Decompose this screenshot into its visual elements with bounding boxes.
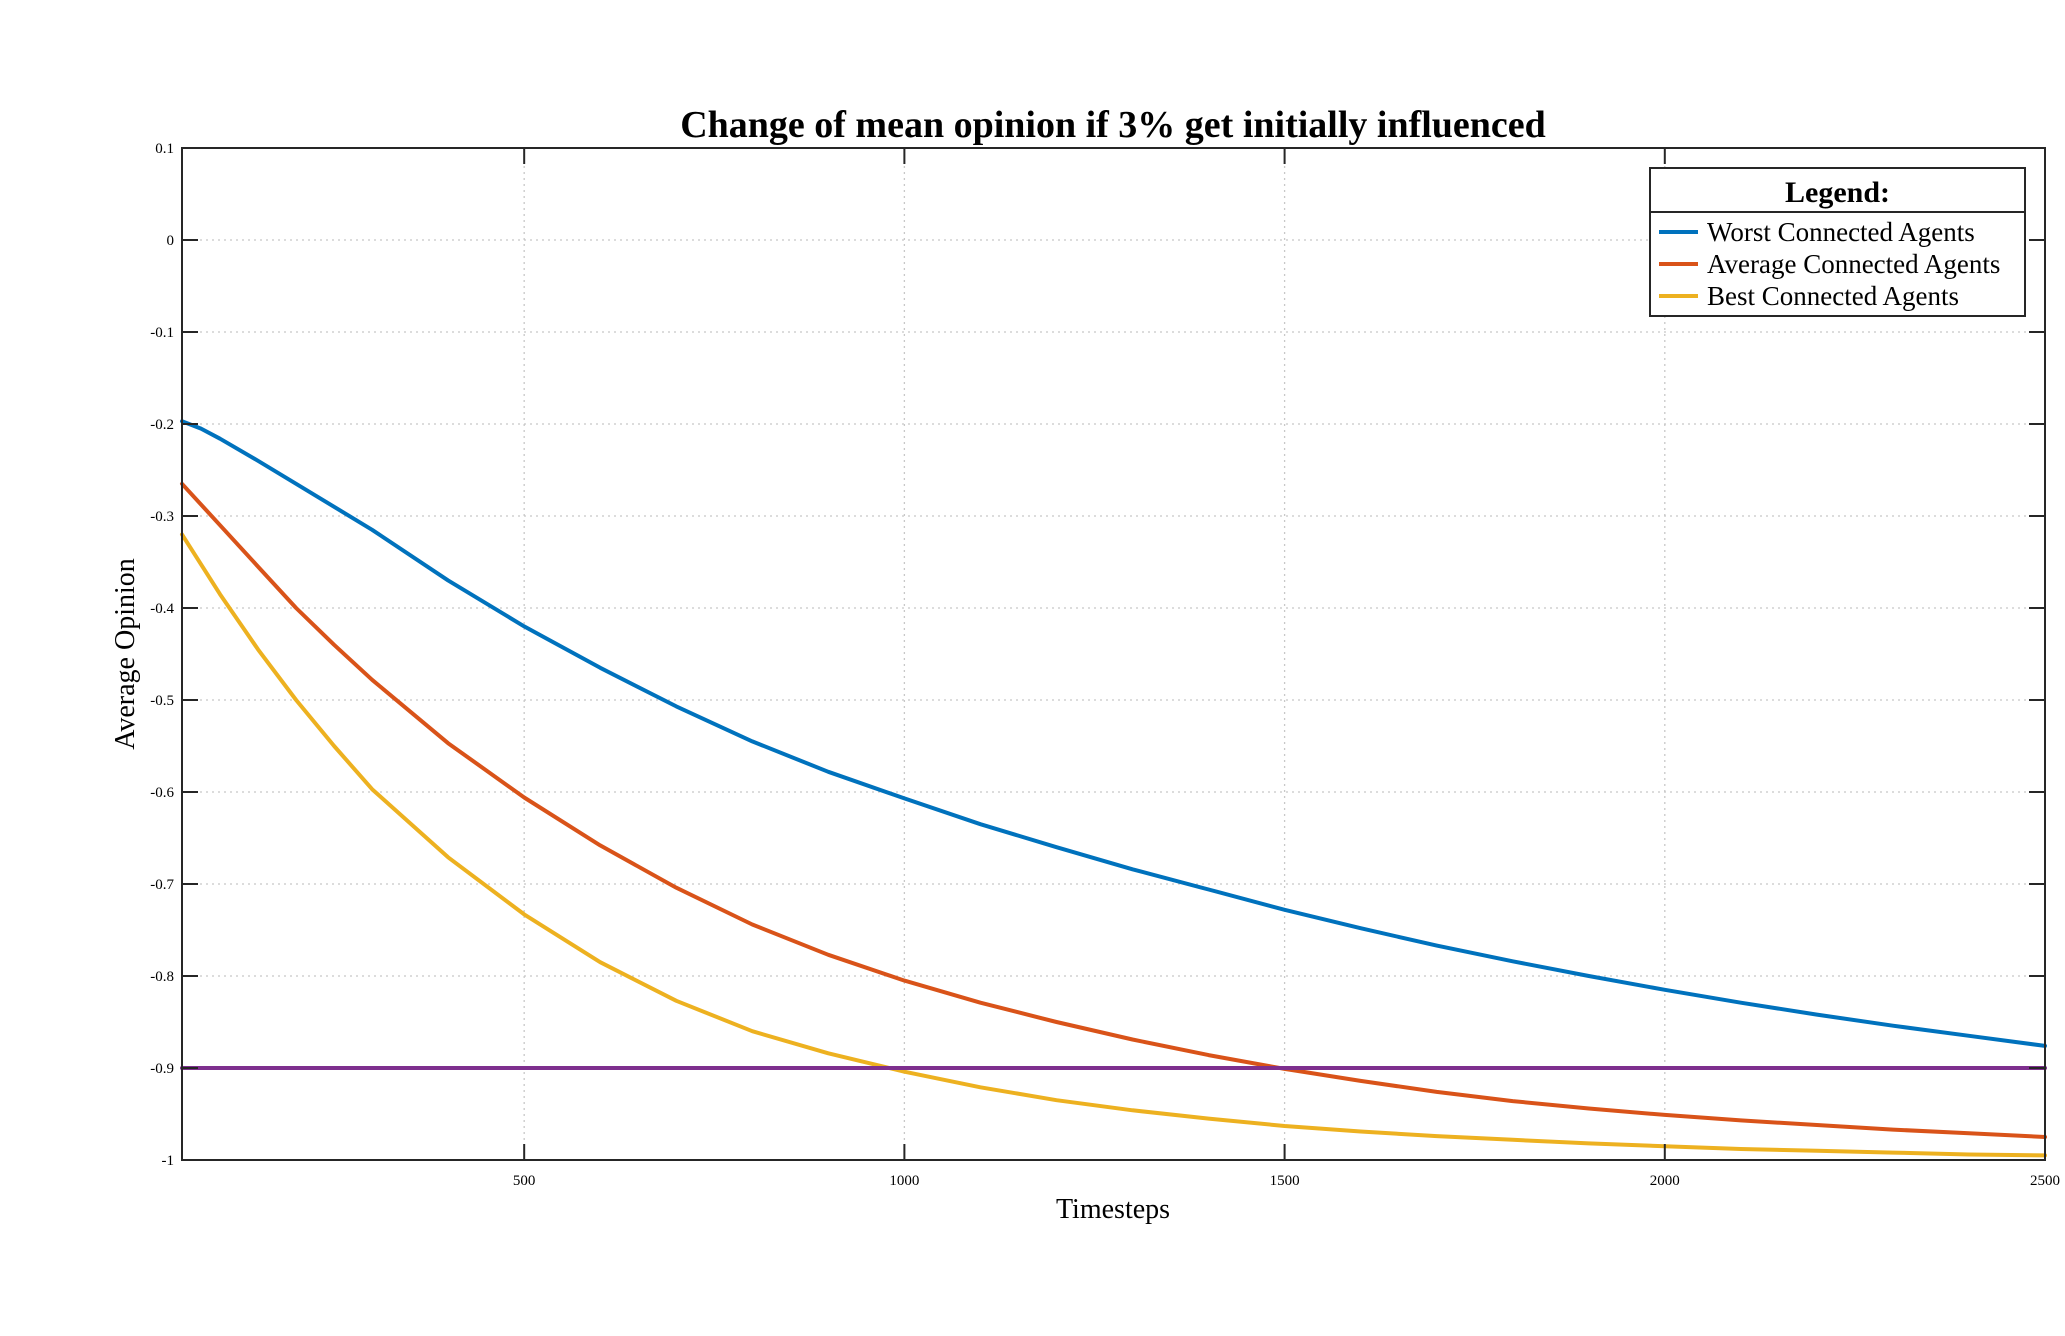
- series-line-1: [180, 481, 2047, 1139]
- y-tick-label: 0.1: [155, 141, 174, 157]
- x-axis-label: Timesteps: [1056, 1194, 1170, 1225]
- x-tick-label: 1000: [889, 1173, 919, 1189]
- axis-ticks: 500 1000 1500 2000 2500 0.1 0 -0.1 -0.2 -0.3 -0.4 -…: [150, 141, 2060, 1189]
- y-tick-label: -1: [162, 1153, 175, 1169]
- y-tick-label: 0: [167, 233, 175, 249]
- y-tick-label: -0.1: [150, 325, 174, 341]
- y-tick-label: -0.5: [150, 693, 174, 709]
- x-tick-label: 2000: [1650, 1173, 1680, 1189]
- legend-box: [1649, 167, 2026, 317]
- series-line-0: [180, 419, 2047, 1048]
- plot-area-frame: [181, 147, 2046, 1161]
- y-tick-label: -0.8: [150, 969, 174, 985]
- x-tick-label: 1500: [1270, 1173, 1300, 1189]
- x-tick-label: 500: [513, 1173, 536, 1189]
- y-tick-label: -0.6: [150, 785, 174, 801]
- x-tick-label: 2500: [2030, 1173, 2060, 1189]
- y-tick-label: -0.4: [150, 601, 174, 617]
- y-tick-label: -0.7: [150, 877, 174, 893]
- y-tick-label: -0.9: [150, 1061, 174, 1077]
- legend-label: Worst Connected Agents: [1707, 217, 1975, 247]
- legend-label: Average Connected Agents: [1707, 249, 2000, 279]
- chart-title: Change of mean opinion if 3% get initial…: [680, 104, 1546, 146]
- y-tick-label: -0.3: [150, 509, 174, 525]
- y-axis-label: Average Opinion: [110, 558, 141, 750]
- y-tick-label: -0.2: [150, 417, 174, 433]
- series-line-2: [180, 532, 2047, 1158]
- legend-label: Best Connected Agents: [1707, 281, 1959, 311]
- series-lines: [180, 419, 2047, 1158]
- legend-title: Legend:: [1785, 176, 1890, 209]
